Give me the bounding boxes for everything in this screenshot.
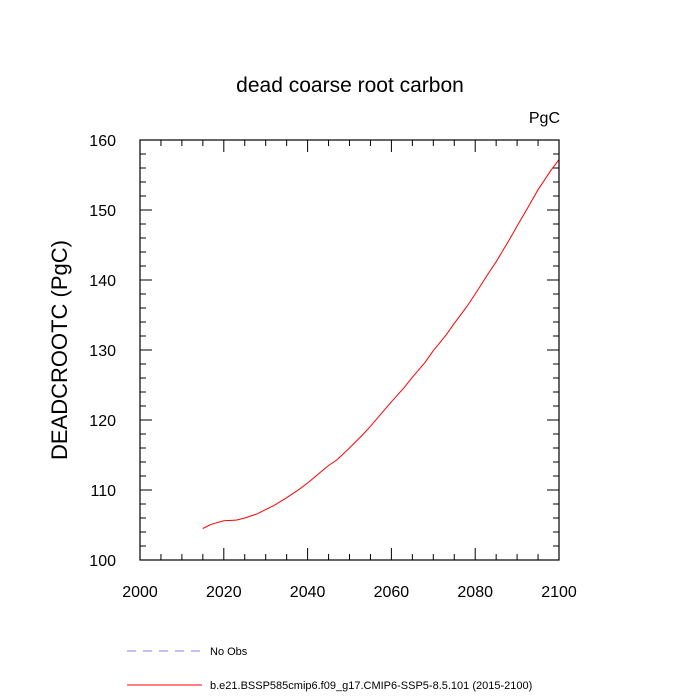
axis-ticks — [139, 139, 560, 561]
y-tick-label: 120 — [89, 413, 116, 430]
series-line — [202, 159, 560, 529]
y-tick-label: 150 — [89, 203, 116, 220]
y-tick-label: 100 — [89, 553, 116, 570]
x-tick-label: 2020 — [206, 584, 242, 601]
tick-labels: 2000 2020 2040 2060 2080 2100 100 110 120 130 140 1… — [89, 133, 577, 601]
y-axis-label: DEADCROOTC (PgC) — [47, 240, 72, 460]
x-tick-label: 2000 — [122, 584, 158, 601]
x-tick-label: 2100 — [541, 584, 577, 601]
legend-label: b.e21.BSSP585cmip6.f09_g17.CMIP6-SSP5-8.… — [210, 680, 532, 692]
plot-frame — [139, 139, 560, 561]
y-tick-label: 160 — [89, 133, 116, 150]
chart-title: dead coarse root carbon — [236, 74, 464, 97]
legend-label: No Obs — [210, 646, 248, 658]
units-label: PgC — [529, 110, 560, 127]
x-tick-label: 2080 — [457, 584, 493, 601]
plot-area — [202, 159, 560, 529]
y-tick-label: 110 — [90, 483, 116, 500]
x-tick-label: 2040 — [290, 584, 326, 601]
y-tick-label: 140 — [89, 273, 116, 290]
x-tick-label: 2060 — [374, 584, 410, 601]
legend: No Obs b.e21.BSSP585cmip6.f09_g17.CMIP6-S… — [127, 646, 532, 692]
y-tick-label: 130 — [89, 343, 116, 360]
